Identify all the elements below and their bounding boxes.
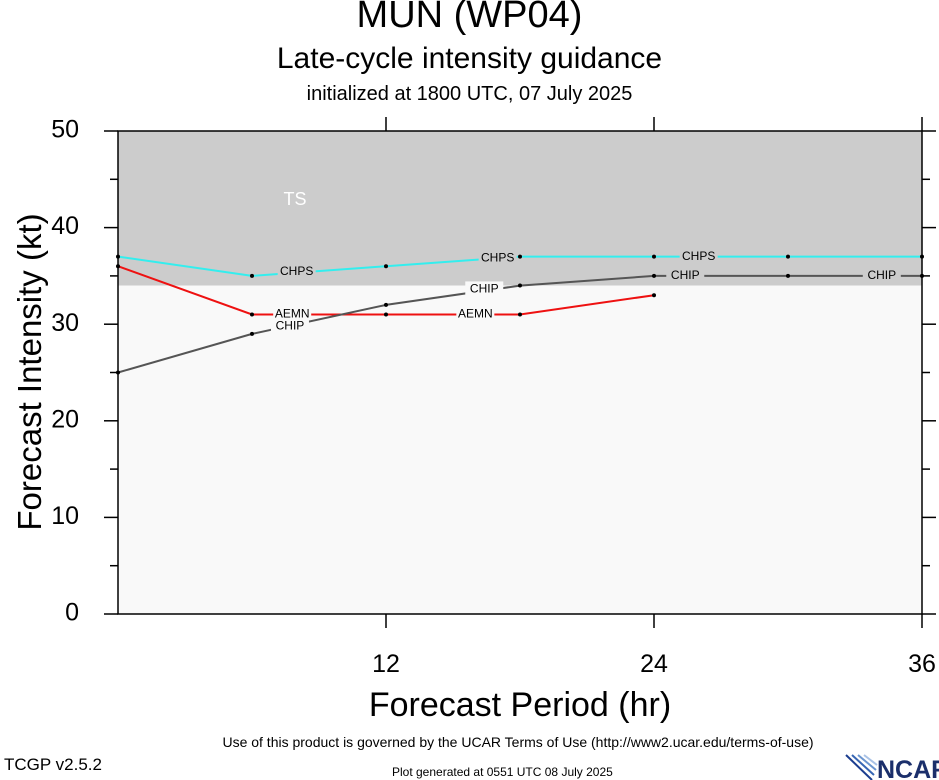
intensity-region-below-ts: [118, 285, 922, 614]
series-label-chip: CHIP: [867, 268, 896, 282]
generated-timestamp: Plot generated at 0551 UTC 08 July 2025: [392, 765, 613, 779]
data-point-chip: [786, 273, 790, 278]
series-label-background: [456, 306, 495, 322]
series-label-background: [277, 264, 316, 280]
x-axis-label: Forecast Period (hr): [368, 686, 672, 724]
y-axis-label: Forecast Intensity (kt): [11, 213, 48, 531]
y-tick-label: 40: [51, 212, 79, 240]
data-point-chps: [786, 254, 790, 259]
chart-title: MUN (WP04): [356, 0, 583, 36]
series-label-background: [478, 250, 517, 266]
series-label-chps: CHPS: [280, 264, 313, 278]
data-point-aemn: [384, 312, 388, 317]
series-label-chps: CHPS: [682, 249, 715, 263]
series-label-background: [465, 281, 504, 297]
series-label-background: [666, 267, 705, 283]
data-point-chip: [250, 331, 254, 336]
series-label-background: [679, 248, 718, 264]
ncar-logo-text: NCAR: [877, 756, 939, 780]
x-tick-label: 24: [640, 650, 668, 678]
series-label-background: [862, 267, 901, 283]
x-tick-label: 12: [372, 650, 400, 678]
y-tick-label: 0: [65, 599, 79, 627]
initialization-time: initialized at 1800 UTC, 07 July 2025: [306, 83, 633, 105]
chart-subtitle: Late-cycle intensity guidance: [276, 42, 663, 75]
data-point-chip: [384, 302, 388, 307]
series-label-aemn: AEMN: [275, 307, 310, 321]
data-point-aemn: [250, 312, 254, 317]
terms-of-use-notice: Use of this product is governed by the U…: [222, 734, 814, 750]
y-tick-label: 20: [51, 405, 79, 433]
y-tick-label: 30: [51, 309, 79, 337]
version-label: TCGP v2.5.2: [4, 755, 102, 774]
ncar-logo: NCAR: [845, 754, 939, 780]
series-label-background: [273, 306, 312, 322]
series-label-chip: CHIP: [671, 268, 700, 282]
series-label-chip: CHIP: [470, 282, 499, 296]
region-label: TS: [283, 189, 306, 209]
data-point-chps: [518, 254, 522, 259]
data-point-chip: [652, 273, 656, 278]
data-point-chps: [250, 273, 254, 278]
x-tick-label: 36: [908, 650, 936, 678]
data-point-aemn: [518, 312, 522, 317]
series-label-chps: CHPS: [481, 251, 514, 265]
intensity-region-ts: [118, 131, 922, 286]
series-label-chip: CHIP: [276, 318, 305, 332]
ncar-logo-mark-icon: [845, 754, 878, 780]
series-label-aemn: AEMN: [458, 307, 493, 321]
data-point-chps: [652, 254, 656, 259]
data-point-chip: [518, 283, 522, 288]
series-label-background: [270, 318, 309, 334]
y-tick-label: 10: [51, 502, 79, 530]
data-point-aemn: [652, 293, 656, 298]
y-tick-label: 50: [51, 116, 79, 144]
data-point-chps: [384, 264, 388, 269]
